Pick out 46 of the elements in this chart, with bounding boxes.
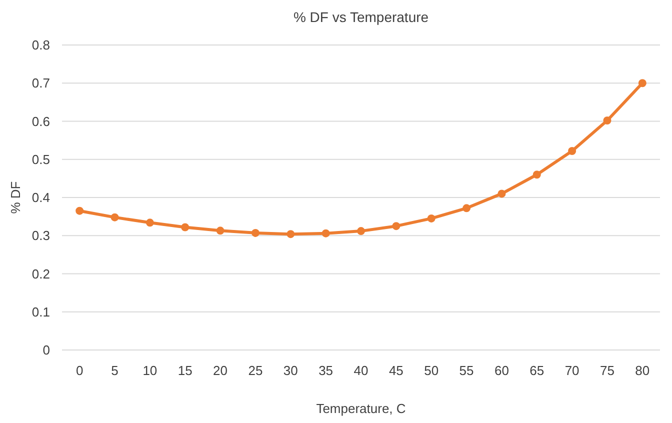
- point: [427, 214, 436, 222]
- y-tick-label: 0.6: [32, 114, 50, 129]
- y-tick-label: 0: [42, 342, 50, 358]
- point: [322, 229, 330, 238]
- x-tick-label: 10: [142, 363, 158, 378]
- x-tick-label: 25: [248, 363, 263, 378]
- point: [357, 227, 365, 236]
- x-tick-label: 40: [354, 363, 368, 378]
- x-tick-label: 35: [318, 363, 334, 378]
- point: [532, 170, 541, 179]
- x-tick-label: 65: [530, 363, 544, 378]
- x-tick-label: 20: [213, 363, 228, 378]
- x-tick-label: 60: [494, 363, 509, 378]
- x-tick-label: 75: [600, 363, 614, 378]
- y-tick-label: 0.2: [32, 266, 50, 282]
- point: [110, 213, 119, 222]
- y-tick-label: 0.1: [32, 304, 50, 320]
- point: [392, 222, 400, 230]
- point: [498, 190, 506, 198]
- point: [216, 226, 224, 235]
- x-tick-label: 70: [564, 363, 580, 378]
- point: [638, 79, 646, 88]
- point: [76, 206, 84, 215]
- x-tick-label: 45: [388, 363, 404, 378]
- point: [568, 146, 576, 155]
- y-axis-title: % DF: [8, 181, 23, 214]
- y-tick-label: 0.4: [32, 190, 50, 206]
- point: [286, 230, 295, 238]
- x-tick-label: 30: [283, 363, 298, 378]
- y-tick-label: 0.5: [32, 152, 50, 167]
- chart-title: % DF vs Temperature: [293, 9, 429, 25]
- y-tick-label: 0.3: [32, 228, 50, 244]
- x-tick-label: 80: [635, 363, 650, 378]
- x-tick-label: 0: [76, 363, 84, 378]
- y-tick-label: 0.7: [32, 76, 50, 91]
- x-tick-label: 55: [459, 363, 474, 378]
- point: [181, 223, 190, 232]
- x-tick-label: 5: [111, 363, 118, 378]
- x-tick-label: 50: [424, 363, 439, 378]
- x-tick-label: 15: [178, 363, 192, 378]
- x-axis-title: Temperature, C: [316, 401, 406, 416]
- point: [251, 228, 260, 237]
- point: [146, 218, 154, 227]
- point: [462, 204, 471, 212]
- y-tick-label: 0.8: [32, 38, 50, 53]
- point: [603, 116, 612, 124]
